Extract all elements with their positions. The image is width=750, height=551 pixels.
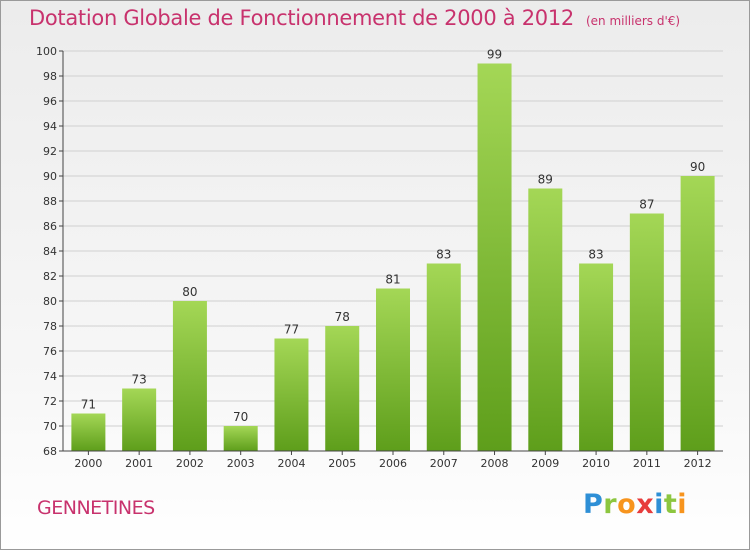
y-tick-label: 86 [43,220,57,233]
x-tick-label: 2010 [582,457,610,470]
y-tick-label: 98 [43,70,57,83]
data-label: 80 [182,285,197,299]
value-labels: 71 73 80 70 77 78 81 83 99 89 83 87 90 [81,48,706,425]
data-label: 99 [487,48,502,62]
bar [274,338,309,451]
y-tick-label: 94 [43,120,57,133]
bar [376,288,410,451]
bar [122,388,157,451]
data-label: 90 [690,160,705,174]
y-tick-label: 72 [43,395,57,408]
x-tick-label: 2007 [430,457,458,470]
bars [71,63,715,451]
data-label: 70 [233,410,248,424]
x-tick-label: 2006 [379,457,407,470]
y-tick-label: 82 [43,270,57,283]
data-label: 78 [335,310,350,324]
axes: 68 70 72 74 76 78 80 82 84 86 88 90 92 94 96 98 100 2000 2… [36,45,723,470]
logo-letter: i [654,489,664,520]
x-tick-label: 2002 [176,457,204,470]
logo-letter: r [603,489,618,520]
x-tick-label: 2001 [125,457,153,470]
bar [325,326,360,451]
data-label: 71 [81,398,96,412]
proxiti-logo: Proxiti [583,489,687,520]
logo-letter: P [583,489,604,520]
logo-letter: i [677,489,688,520]
y-tick-label: 80 [43,295,57,308]
y-tick-label: 76 [43,345,57,358]
x-tick-label: 2004 [277,457,305,470]
bar [579,263,614,451]
data-label: 83 [588,248,603,262]
bar [71,413,106,451]
bar [172,301,207,451]
bar [680,176,715,451]
y-tick-label: 78 [43,320,57,333]
data-label: 83 [436,248,451,262]
logo-letter: x [636,489,655,520]
chart-title-text: Dotation Globale de Fonctionnement de 20… [29,6,574,30]
y-tick-label: 90 [43,170,57,183]
y-tick-label: 74 [43,370,57,383]
y-tick-label: 70 [43,420,57,433]
data-label: 73 [132,373,147,387]
bar [477,63,512,451]
y-tick-label: 68 [43,445,57,458]
bar [629,213,664,451]
bar [426,263,461,451]
y-tick-label: 84 [43,245,57,258]
data-label: 81 [385,273,400,287]
x-tick-label: 2011 [633,457,661,470]
x-tick-label: 2008 [481,457,509,470]
x-tick-label: 2003 [227,457,255,470]
chart-title: Dotation Globale de Fonctionnement de 20… [29,6,680,30]
x-tick-label: 2009 [531,457,559,470]
y-tick-label: 96 [43,95,57,108]
data-label: 77 [284,323,299,337]
y-tick-label: 88 [43,195,57,208]
x-tick-label: 2012 [684,457,712,470]
y-tick-label: 100 [36,45,57,58]
data-label: 87 [639,198,654,212]
bar [528,188,563,451]
logo-letter: o [617,489,637,520]
bar [223,426,258,451]
x-tick-label: 2005 [328,457,356,470]
logo-letter: t [663,489,678,520]
data-label: 89 [538,173,553,187]
place-name: GENNETINES [37,497,155,519]
x-tick-label: 2000 [74,457,102,470]
unit-label: (en milliers d'€) [585,14,681,28]
y-tick-label: 92 [43,145,57,158]
